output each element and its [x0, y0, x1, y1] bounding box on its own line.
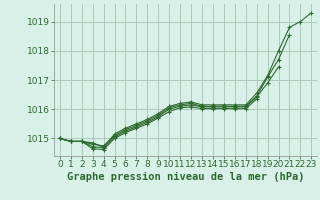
X-axis label: Graphe pression niveau de la mer (hPa): Graphe pression niveau de la mer (hPa)	[67, 172, 304, 182]
